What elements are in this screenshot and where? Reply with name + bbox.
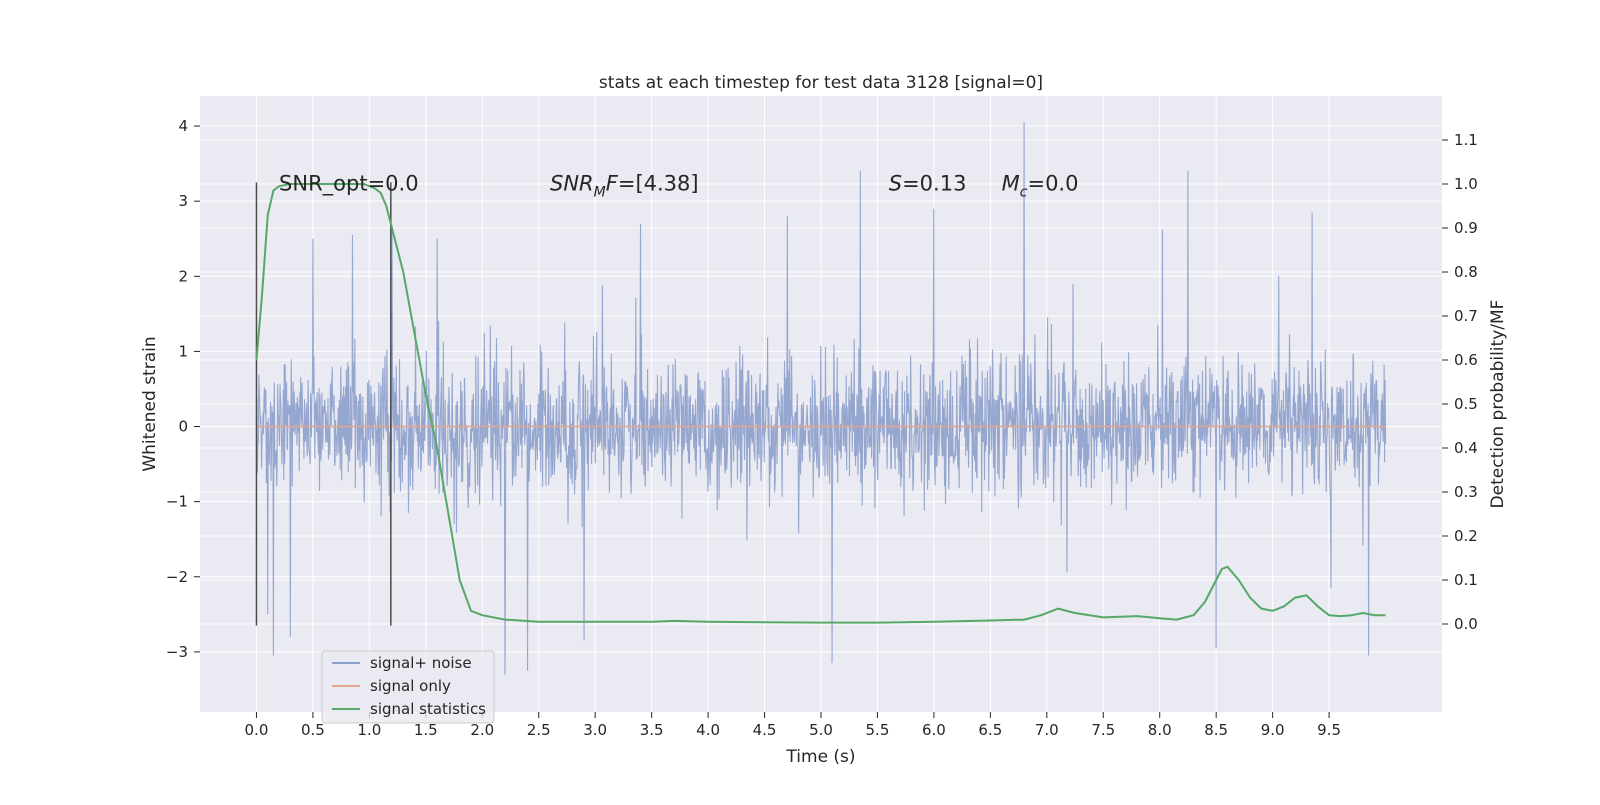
x-tick-label: 3.0 xyxy=(583,721,607,739)
legend-box xyxy=(321,650,495,724)
y2-tick-label: 0.9 xyxy=(1454,219,1478,237)
y2-tick-label: 0.4 xyxy=(1454,439,1478,457)
y-axis-ticks: 4 3 2 1 0 −1 −2 −3 xyxy=(166,117,200,661)
x-tick-label: 6.5 xyxy=(978,721,1002,739)
annotation-snr-opt: SNR_opt=0.0 xyxy=(279,171,419,196)
x-tick-label: 2.0 xyxy=(470,721,494,739)
x-tick-label: 4.5 xyxy=(753,721,777,739)
signal-noise-series xyxy=(255,122,1387,675)
y2-tick-label: 0.3 xyxy=(1454,483,1478,501)
x-tick-label: 8.5 xyxy=(1204,721,1228,739)
legend-label-noise: signal+ noise xyxy=(370,654,472,672)
y-tick-label: −3 xyxy=(166,643,188,661)
y-axis-label: Whitened strain xyxy=(140,336,160,471)
signal-statistics-series xyxy=(255,183,1386,624)
signal-statistics-line xyxy=(255,183,1386,624)
y2-tick-label: 0.5 xyxy=(1454,395,1478,413)
annotations: SNR_opt=0.0 SNRMF=[4.38] S=0.13 Mc=0.0 xyxy=(279,171,1078,200)
chart-title: stats at each timestep for test data 312… xyxy=(599,73,1043,93)
x-tick-label: 9.5 xyxy=(1317,721,1341,739)
y2-tick-label: 0.7 xyxy=(1454,307,1478,325)
y-tick-label: −2 xyxy=(166,568,188,586)
y-tick-label: 0 xyxy=(178,418,188,436)
y-tick-label: 1 xyxy=(178,342,188,360)
x-tick-label: 2.5 xyxy=(527,721,551,739)
y-tick-label: −1 xyxy=(166,493,188,511)
x-tick-label: 0.0 xyxy=(245,721,269,739)
y-tick-label: 2 xyxy=(178,267,188,285)
x-tick-label: 4.0 xyxy=(696,721,720,739)
y2-tick-label: 0.1 xyxy=(1454,571,1478,589)
x-tick-label: 1.0 xyxy=(357,721,381,739)
legend-label-stats: signal statistics xyxy=(370,700,486,718)
annotation-snr-mf: SNRMF=[4.38] xyxy=(550,171,699,200)
vertical-markers xyxy=(255,182,392,626)
y-tick-label: 4 xyxy=(178,117,188,135)
y2-tick-label: 0.6 xyxy=(1454,351,1478,369)
y2-axis-ticks: 1.1 1.0 0.9 0.8 0.7 0.6 0.5 0.4 0.3 0.2 0.1 0.0 xyxy=(1442,131,1478,633)
y2-tick-label: 0.0 xyxy=(1454,615,1478,633)
x-tick-label: 3.5 xyxy=(640,721,664,739)
legend-label-signal: signal only xyxy=(370,677,451,695)
x-tick-label: 5.0 xyxy=(809,721,833,739)
annotation-mc: Mc=0.0 xyxy=(1002,171,1079,200)
y2-tick-label: 1.1 xyxy=(1454,131,1478,149)
y2-axis-label: Detection probability/MF xyxy=(1488,300,1508,509)
x-axis-label: Time (s) xyxy=(785,747,855,767)
y-tick-label: 3 xyxy=(178,192,188,210)
x-tick-label: 6.0 xyxy=(922,721,946,739)
y2-tick-label: 0.2 xyxy=(1454,527,1478,545)
x-tick-label: 0.5 xyxy=(301,721,325,739)
legend: signal+ noise signal only signal statist… xyxy=(321,650,495,724)
x-tick-label: 5.5 xyxy=(866,721,890,739)
x-tick-label: 7.5 xyxy=(1091,721,1115,739)
y2-tick-label: 1.0 xyxy=(1454,175,1478,193)
x-tick-label: 7.0 xyxy=(1035,721,1059,739)
annotation-s-stat: S=0.13 xyxy=(889,171,967,195)
x-tick-label: 8.0 xyxy=(1148,721,1172,739)
x-tick-label: 9.0 xyxy=(1261,721,1285,739)
x-axis-ticks: 0.0 0.5 1.0 1.5 2.0 2.5 3.0 3.5 4.0 4.5 5.0 5.5 6.0 6… xyxy=(245,712,1341,739)
x-tick-label: 1.5 xyxy=(414,721,438,739)
signal-noise-line xyxy=(255,122,1387,675)
y2-tick-label: 0.8 xyxy=(1454,263,1478,281)
